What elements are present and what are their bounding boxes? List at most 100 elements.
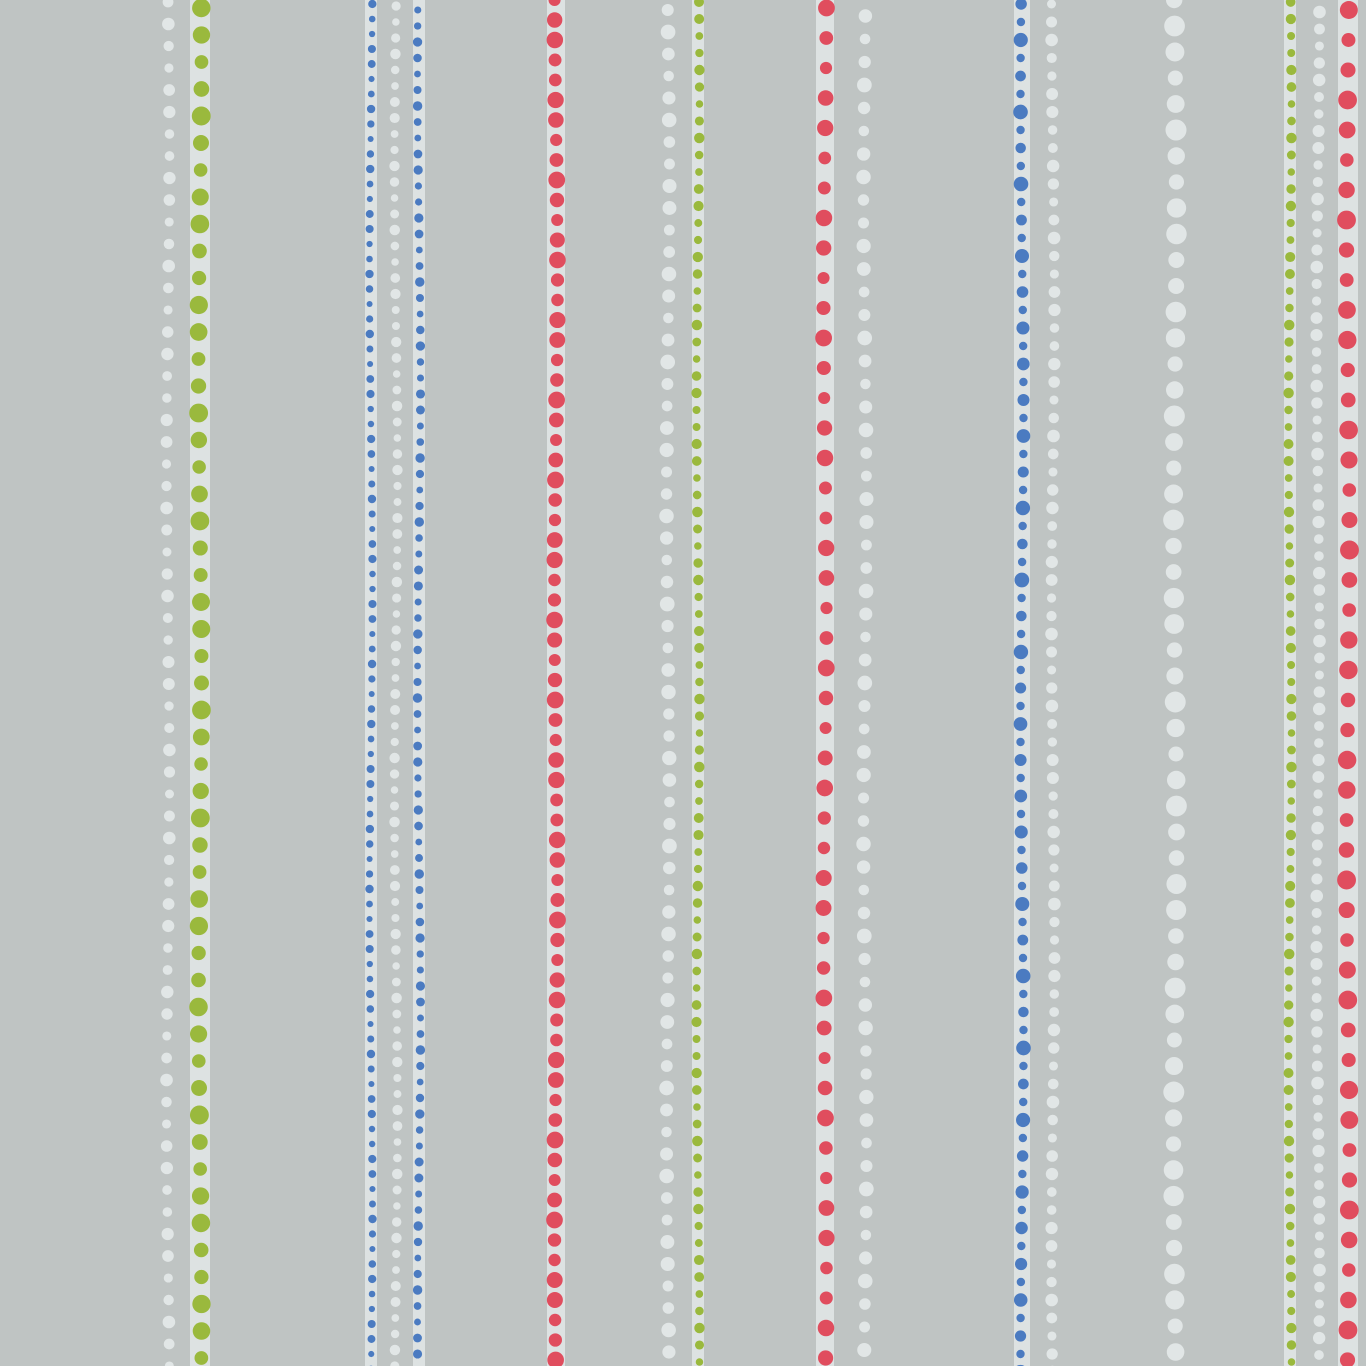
white-dot — [662, 201, 677, 215]
white-dot — [660, 1256, 675, 1272]
white-dot — [1047, 1078, 1059, 1090]
green-dot — [694, 542, 702, 550]
red-dot — [549, 232, 565, 248]
white-dot — [390, 1361, 400, 1366]
white-dot — [164, 789, 174, 799]
white-dot — [1049, 395, 1059, 405]
green-dot — [694, 779, 704, 789]
white-dot — [162, 965, 173, 975]
red-dot — [548, 1253, 561, 1267]
white-dot — [163, 743, 176, 757]
blue-dot — [367, 1109, 376, 1119]
white-dot — [659, 1168, 674, 1184]
red-dot — [816, 360, 831, 376]
green-dot — [693, 1187, 703, 1197]
red-dot — [547, 1351, 564, 1366]
red-dot — [548, 752, 564, 768]
blue-dot — [413, 118, 422, 126]
white-dot — [1311, 821, 1324, 835]
white-dot — [663, 246, 676, 258]
white-dot — [1049, 989, 1060, 999]
green-dot — [693, 524, 703, 534]
blue-dot — [1016, 357, 1030, 371]
white-dot — [1167, 1318, 1183, 1334]
blue-dot — [1016, 161, 1026, 171]
red-dot — [548, 1174, 561, 1186]
white-dot — [1045, 1167, 1059, 1181]
blue-dot — [416, 902, 424, 910]
green-dot — [691, 1067, 702, 1079]
green-dot — [194, 757, 208, 771]
red-dot — [1338, 1320, 1358, 1340]
red-dot — [1340, 153, 1354, 167]
white-dot — [163, 305, 173, 315]
blue-dot — [413, 53, 422, 63]
green-dot — [1283, 1016, 1294, 1028]
green-dot — [694, 1171, 702, 1179]
blue-dot — [368, 615, 377, 623]
green-dot — [1285, 200, 1297, 212]
green-dot — [1285, 932, 1294, 942]
green-dot — [1283, 1068, 1294, 1078]
white-dot — [162, 656, 175, 668]
white-dot — [1312, 465, 1324, 477]
white-dot — [661, 554, 673, 566]
blue-dot — [367, 719, 376, 729]
green-dot — [1284, 405, 1293, 415]
white-dot — [861, 1137, 872, 1149]
green-dot — [1284, 1153, 1294, 1163]
red-dot — [816, 240, 832, 256]
white-dot — [392, 561, 402, 571]
white-dot — [393, 434, 402, 442]
green-dot — [692, 506, 703, 518]
red-dot — [549, 192, 565, 208]
blue-dot — [414, 213, 424, 223]
white-dot — [661, 1322, 676, 1338]
green-dot — [192, 540, 208, 556]
white-dot — [391, 945, 401, 955]
blue-dot — [1018, 917, 1027, 927]
white-dot — [390, 1329, 400, 1339]
red-dot — [818, 391, 831, 405]
blue-dot — [1013, 717, 1028, 731]
white-dot — [1165, 0, 1183, 9]
white-dot — [1166, 1032, 1182, 1048]
red-dot — [817, 659, 835, 677]
blue-dot — [1014, 825, 1028, 839]
red-dot — [1339, 1, 1358, 19]
blue-dot — [414, 1173, 424, 1183]
green-dot — [1285, 542, 1294, 550]
red-dot — [548, 412, 564, 428]
white-dot — [1046, 159, 1060, 173]
green-dot — [191, 1054, 206, 1068]
white-dot — [1045, 1293, 1058, 1307]
green-dot — [1283, 455, 1294, 467]
white-dot — [392, 417, 402, 427]
green-dot — [694, 693, 705, 705]
green-dot — [693, 558, 703, 568]
blue-dot-stripe — [1013, 0, 1031, 1366]
red-dot — [550, 893, 565, 907]
green-dot — [695, 48, 704, 58]
white-dot — [1310, 957, 1323, 971]
red-dot — [1340, 631, 1358, 649]
green-dot — [1284, 966, 1294, 976]
white-dot — [1166, 381, 1184, 399]
white-dot — [392, 1056, 403, 1068]
white-dot — [1047, 448, 1059, 460]
white-dot — [661, 1038, 673, 1050]
green-dot — [694, 1239, 703, 1247]
white-dot — [162, 919, 175, 933]
white-dot — [163, 943, 173, 953]
green-dot — [1286, 761, 1297, 773]
white-dot — [162, 17, 175, 31]
white-dot — [1165, 1290, 1185, 1310]
blue-dot — [413, 1302, 422, 1310]
green-dot — [192, 619, 211, 639]
green-dot — [192, 0, 211, 18]
white-dot — [1164, 15, 1185, 37]
white-dot — [858, 9, 873, 23]
red-dot — [550, 932, 565, 948]
blue-dot — [368, 510, 376, 518]
green-dot — [1285, 269, 1295, 279]
